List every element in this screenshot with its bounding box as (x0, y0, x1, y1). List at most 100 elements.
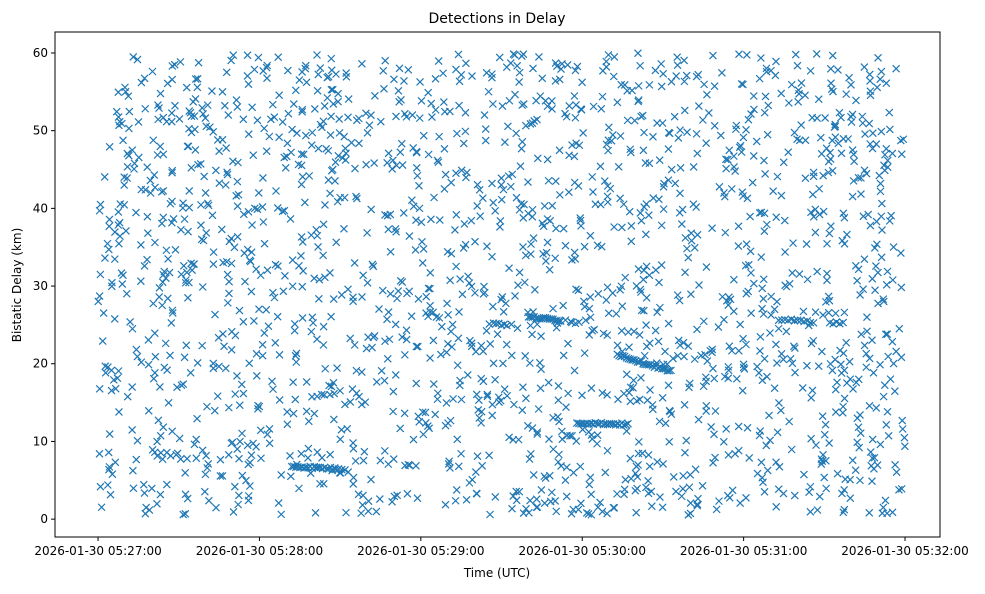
data-point (525, 359, 534, 368)
data-point (297, 150, 306, 159)
data-point (244, 80, 253, 89)
data-point (695, 281, 703, 289)
data-point (663, 360, 672, 369)
data-point (848, 192, 857, 201)
data-point (339, 224, 348, 233)
data-point (624, 419, 632, 428)
data-point (298, 282, 307, 291)
data-point (718, 292, 727, 301)
data-point (770, 384, 779, 393)
data-point (527, 240, 535, 249)
data-point (337, 425, 346, 434)
data-point (737, 148, 746, 157)
data-point (184, 278, 193, 287)
data-point (541, 474, 550, 482)
data-point (247, 287, 256, 296)
data-point (307, 327, 316, 336)
data-point (390, 492, 399, 501)
data-point (264, 322, 273, 331)
data-point (828, 51, 837, 60)
data-point (346, 398, 355, 406)
data-point (618, 351, 627, 360)
data-point (213, 392, 222, 401)
data-point (676, 341, 685, 350)
data-point (823, 239, 831, 248)
data-point (454, 50, 463, 59)
data-point (709, 51, 717, 60)
data-point (239, 389, 248, 398)
data-point (543, 215, 552, 223)
data-point (675, 296, 684, 305)
data-point (418, 259, 427, 267)
data-point (767, 311, 776, 319)
data-point (322, 464, 331, 473)
data-point (684, 253, 693, 262)
data-point (822, 484, 831, 493)
data-point (657, 221, 666, 230)
data-point (451, 496, 460, 505)
data-point (289, 100, 298, 109)
data-point (367, 475, 375, 484)
data-point (664, 319, 673, 328)
data-point (380, 84, 388, 93)
data-point (359, 491, 367, 500)
data-point (358, 501, 367, 509)
data-point (304, 444, 313, 453)
data-point (101, 362, 110, 371)
data-point (807, 434, 816, 443)
data-point (789, 239, 797, 248)
data-point (721, 228, 730, 237)
data-point (625, 343, 633, 352)
data-point (561, 109, 569, 118)
data-point (596, 162, 605, 171)
data-point (526, 449, 535, 458)
data-point (289, 378, 298, 387)
data-point (629, 355, 638, 364)
data-point (889, 243, 898, 251)
data-point (686, 499, 695, 507)
data-point (472, 390, 481, 399)
data-point (187, 163, 196, 172)
data-point (514, 281, 522, 290)
data-point (284, 109, 293, 118)
data-point (857, 330, 866, 339)
data-point (578, 425, 587, 434)
data-point (227, 327, 236, 336)
data-point (640, 203, 649, 212)
data-point (512, 129, 521, 138)
data-point (604, 136, 613, 145)
data-point (892, 468, 901, 477)
data-point (440, 107, 449, 116)
data-point (443, 247, 452, 256)
data-point (649, 132, 657, 141)
data-point (510, 50, 519, 59)
data-point (858, 112, 867, 121)
data-point (468, 72, 476, 80)
data-point (619, 200, 628, 209)
data-point (270, 293, 279, 302)
data-point (247, 451, 256, 460)
data-point (555, 190, 564, 199)
data-point (727, 184, 736, 193)
data-point (209, 260, 218, 269)
data-point (409, 202, 418, 211)
data-point (868, 274, 877, 283)
data-point (375, 305, 383, 313)
data-point (233, 445, 242, 454)
data-point (129, 53, 138, 61)
data-point (400, 77, 408, 85)
data-point (424, 150, 433, 159)
data-point (154, 416, 163, 425)
data-point (589, 102, 598, 111)
data-point (667, 77, 676, 86)
data-point (801, 91, 809, 100)
data-point (153, 499, 161, 508)
data-point (681, 268, 690, 277)
data-point (244, 207, 253, 216)
data-point (880, 381, 889, 390)
data-point (679, 484, 687, 493)
data-point (846, 494, 855, 503)
data-point (333, 364, 341, 372)
data-point (676, 126, 685, 135)
data-point (772, 458, 780, 467)
